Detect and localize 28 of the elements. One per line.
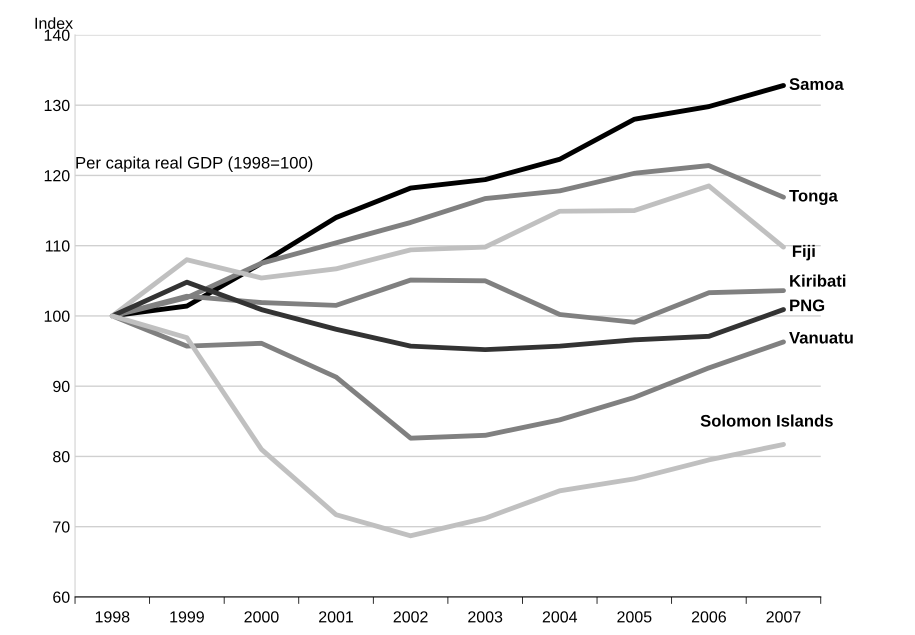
y-tick-label: 80 xyxy=(53,451,70,462)
text: Per capita real GDP (1998=100) xyxy=(76,156,312,172)
x-tick-label: 1999 xyxy=(170,611,204,623)
x-tick-label: 2006 xyxy=(692,611,726,623)
x-tick-label: 2003 xyxy=(468,611,502,623)
y-tick-label: 130 xyxy=(44,100,70,112)
series-label: Solomon Islands xyxy=(700,414,833,427)
y-tick-label: 70 xyxy=(53,521,70,533)
y-tick-label: 110 xyxy=(46,240,70,252)
x-tick-label: 2000 xyxy=(244,611,279,623)
x-tick-label: 2002 xyxy=(394,611,428,623)
series-label: Vanuatu xyxy=(789,332,853,344)
x-tick-label: 2004 xyxy=(542,611,578,623)
x-tick-label: 1998 xyxy=(96,611,130,623)
series-label: PNG xyxy=(790,299,824,312)
series-label: Samoa xyxy=(790,78,844,90)
series-label: Fiji xyxy=(792,244,815,260)
y-tick-label: 100 xyxy=(44,310,70,322)
x-tick-label: 2001 xyxy=(319,611,354,623)
y-tick-label: 140 xyxy=(44,30,70,41)
series-label: Tonga xyxy=(789,190,838,205)
y-tick-label: 90 xyxy=(53,380,70,392)
y-tick-label: 60 xyxy=(53,592,70,603)
x-tick-label: 2007 xyxy=(766,611,800,623)
y-axis-title: Index xyxy=(35,17,73,29)
series-label: Kiribati xyxy=(790,274,846,287)
y-tick-label: 120 xyxy=(44,170,70,182)
x-tick-label: 2005 xyxy=(617,611,652,623)
